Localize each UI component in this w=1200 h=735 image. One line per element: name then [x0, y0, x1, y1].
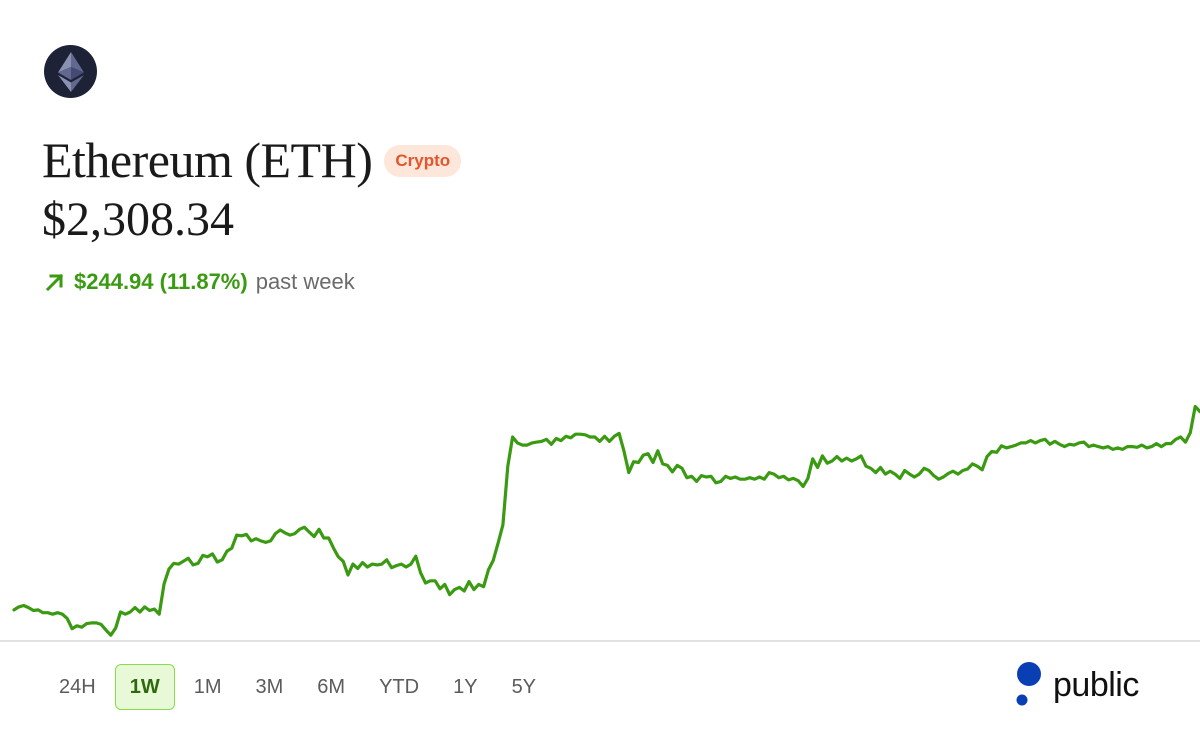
asset-title: Ethereum (ETH) — [42, 132, 373, 188]
timeframe-24h-button[interactable]: 24H — [59, 675, 96, 698]
timeframe-selector: 24H 1W 1M 3M 6M YTD 1Y 5Y — [44, 664, 555, 710]
asset-header: Ethereum (ETH) Crypto — [42, 130, 462, 190]
brand-name: public — [1053, 665, 1139, 704]
ethereum-logo — [44, 45, 97, 98]
change-period: past week — [255, 269, 355, 294]
asset-type-badge: Crypto — [384, 145, 462, 177]
timeframe-1w-button[interactable]: 1W — [114, 664, 175, 710]
arrow-up-right-icon — [45, 273, 64, 292]
timeframe-5y-button[interactable]: 5Y — [511, 675, 537, 698]
timeframe-3m-button[interactable]: 3M — [255, 675, 284, 698]
public-logo-icon — [1016, 662, 1041, 706]
timeframe-6m-button[interactable]: 6M — [317, 675, 346, 698]
ethereum-icon — [57, 51, 84, 92]
price-change: $244.94 (11.87%) past week — [44, 266, 355, 298]
change-value: $244.94 (11.87%) — [74, 269, 248, 294]
public-logo: public — [1014, 660, 1139, 710]
asset-price: $2,308.34 — [42, 193, 234, 246]
price-line — [12, 404, 1200, 637]
timeframe-ytd-button[interactable]: YTD — [379, 675, 420, 698]
timeframe-1m-button[interactable]: 1M — [193, 675, 222, 698]
timeframe-1y-button[interactable]: 1Y — [453, 675, 478, 698]
